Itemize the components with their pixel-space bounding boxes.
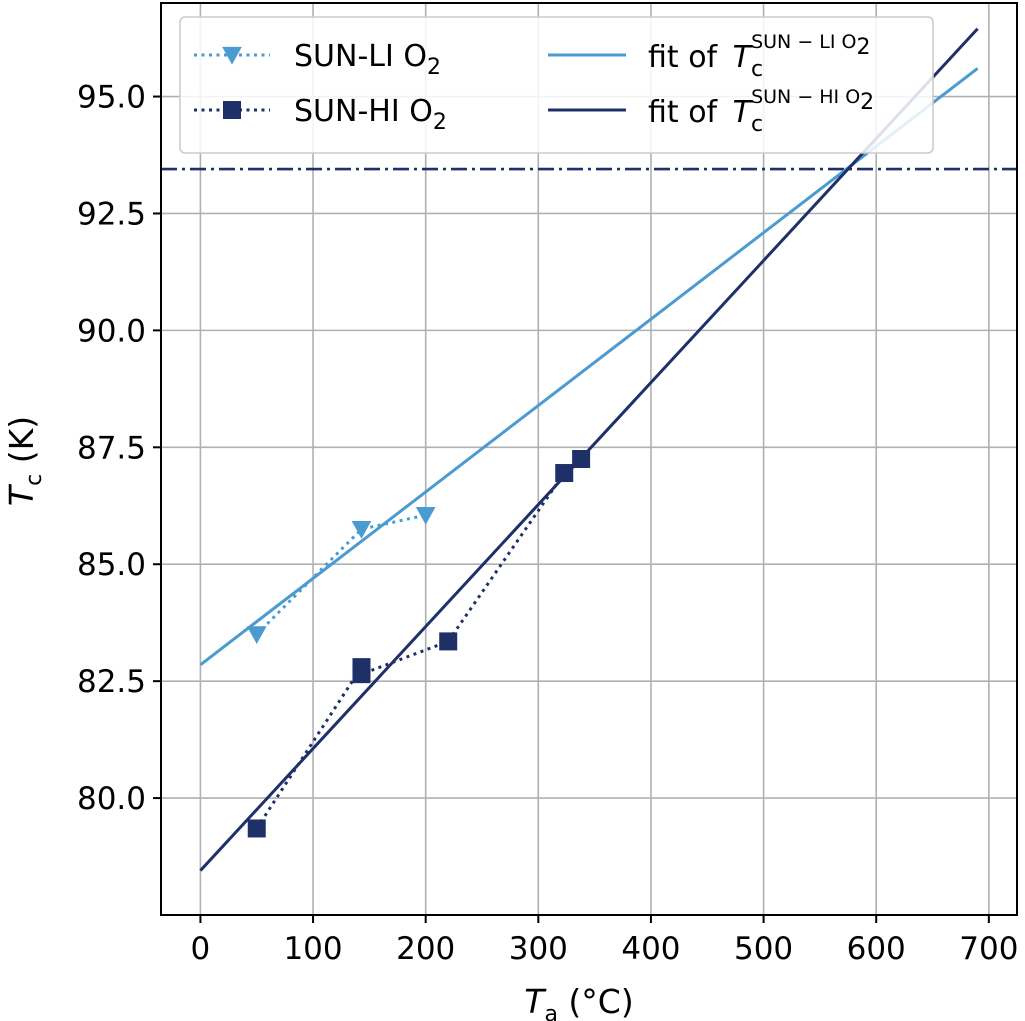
y-tick-label: 82.5: [77, 664, 146, 700]
x-tick-label: 700: [959, 931, 1018, 967]
legend-fit-sup: SUN − HI O: [751, 86, 860, 108]
data-point: [351, 521, 372, 539]
legend-fit-sup-sub: 2: [860, 90, 874, 115]
data-point: [439, 632, 458, 651]
x-axis-title-main: T: [524, 982, 547, 1021]
series-line-1: [255, 457, 583, 830]
legend-label-sub: 2: [433, 110, 447, 135]
legend-label-main: SUN-LI O: [294, 39, 427, 74]
legend-label-1: SUN-HI O2: [294, 94, 447, 135]
x-tick-label: 500: [734, 931, 793, 967]
legend-marker: [222, 46, 242, 65]
axes-frame: [160, 2, 1018, 916]
legend-fit-sup-sub: 2: [856, 35, 870, 60]
legend-fit-prefix: fit of: [648, 40, 727, 75]
y-tick-label: 95.0: [77, 80, 146, 116]
series-line-0: [255, 513, 427, 636]
y-axis-title: Tc (K): [2, 416, 47, 506]
data-point: [246, 626, 267, 644]
x-tick-label: 0: [191, 931, 211, 967]
y-tick-label: 90.0: [77, 313, 146, 349]
legend-fit-sub: c: [751, 112, 763, 137]
y-tick-label: 92.5: [77, 196, 146, 232]
x-tick-label: 600: [847, 931, 906, 967]
fit-line-1: [199, 27, 979, 872]
grid: [161, 3, 1017, 915]
legend-label-0: SUN-LI O2: [294, 39, 441, 80]
legend-fit-label-1: fit of Tc SUN − HI O2: [648, 86, 874, 137]
y-axis-title-main: T: [2, 483, 41, 506]
legend-fit-prefix: fit of: [648, 95, 727, 130]
x-tick-label: 400: [621, 931, 680, 967]
x-tick-label: 300: [509, 931, 568, 967]
data-point: [352, 665, 371, 684]
y-tick-label: 80.0: [77, 781, 146, 817]
legend-box: [179, 16, 934, 154]
legend-label-sub: 2: [427, 55, 441, 80]
legend-fit-label-0: fit of Tc SUN − LI O2: [648, 31, 870, 82]
legend-marker: [223, 101, 241, 119]
legend-fit-main: T: [733, 95, 754, 130]
data-point: [247, 819, 266, 838]
x-axis-title-rest: (°C): [558, 982, 634, 1021]
data-point: [415, 506, 436, 525]
legend-fit-sup: SUN − LI O: [751, 31, 856, 53]
x-axis-title-sub: a: [544, 1002, 557, 1021]
data-point: [572, 450, 591, 468]
legend-label-main: SUN-HI O: [294, 94, 433, 129]
data-point: [555, 464, 574, 483]
y-tick-label: 85.0: [77, 547, 146, 583]
legend-fit-sub: c: [751, 57, 763, 82]
x-axis-title: Ta (°C): [524, 982, 633, 1021]
plot-area: [161, 27, 1017, 872]
y-axis-title-rest: (K): [2, 416, 41, 474]
y-axis-title-sub: c: [22, 474, 47, 486]
x-tick-label: 100: [283, 931, 342, 967]
y-tick-label: 87.5: [77, 430, 146, 466]
x-tick-label: 200: [396, 931, 455, 967]
legend-fit-main: T: [733, 40, 754, 75]
